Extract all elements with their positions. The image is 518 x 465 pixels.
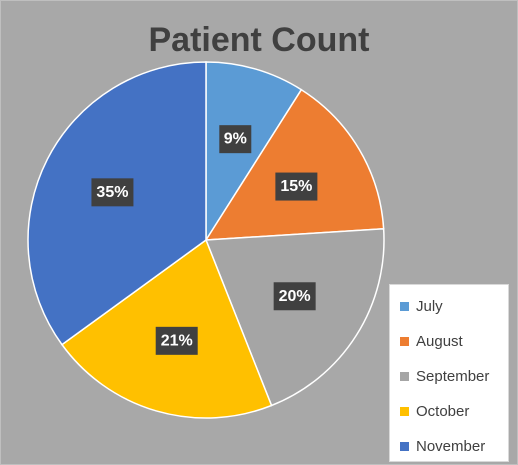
legend-label: September — [416, 367, 490, 385]
data-label-october: 21% — [155, 326, 198, 355]
legend-item-september: September — [400, 366, 489, 386]
legend-swatch — [400, 406, 409, 416]
legend-label: July — [416, 297, 443, 315]
legend-swatch — [400, 336, 409, 346]
legend-swatch — [400, 371, 409, 381]
data-label-box — [275, 172, 318, 201]
data-label-box — [91, 178, 134, 207]
data-labels: 9% 15% 20% 21% 35% — [91, 125, 318, 355]
pie-slice-august — [204, 88, 385, 241]
data-label-text: 15% — [280, 178, 312, 195]
data-label-box — [155, 326, 198, 355]
data-label-august: 15% — [275, 172, 318, 201]
legend-swatch — [400, 301, 409, 311]
data-label-july: 9% — [219, 125, 252, 154]
data-label-text: 35% — [96, 184, 128, 201]
legend-label: October — [416, 402, 470, 420]
data-label-box — [273, 282, 316, 311]
legend-label: August — [416, 332, 463, 350]
chart-title: Patient Count — [148, 21, 370, 59]
pie-slices — [27, 61, 385, 419]
data-label-text: 9% — [224, 131, 247, 148]
legend-item-july: July — [400, 296, 443, 316]
legend-swatch — [400, 441, 409, 451]
legend-item-november: November — [400, 436, 485, 456]
data-label-box — [219, 125, 252, 154]
legend-item-october: October — [400, 401, 469, 421]
data-label-text: 21% — [161, 332, 193, 349]
pie-slice-july — [205, 61, 303, 243]
data-label-september: 20% — [273, 282, 316, 311]
legend-item-august: August — [400, 331, 463, 351]
data-label-text: 20% — [279, 288, 311, 305]
legend: July August September October November — [389, 284, 509, 462]
legend-label: November — [416, 437, 486, 455]
data-label-november: 35% — [91, 178, 134, 207]
pie-slice-september — [204, 228, 385, 407]
